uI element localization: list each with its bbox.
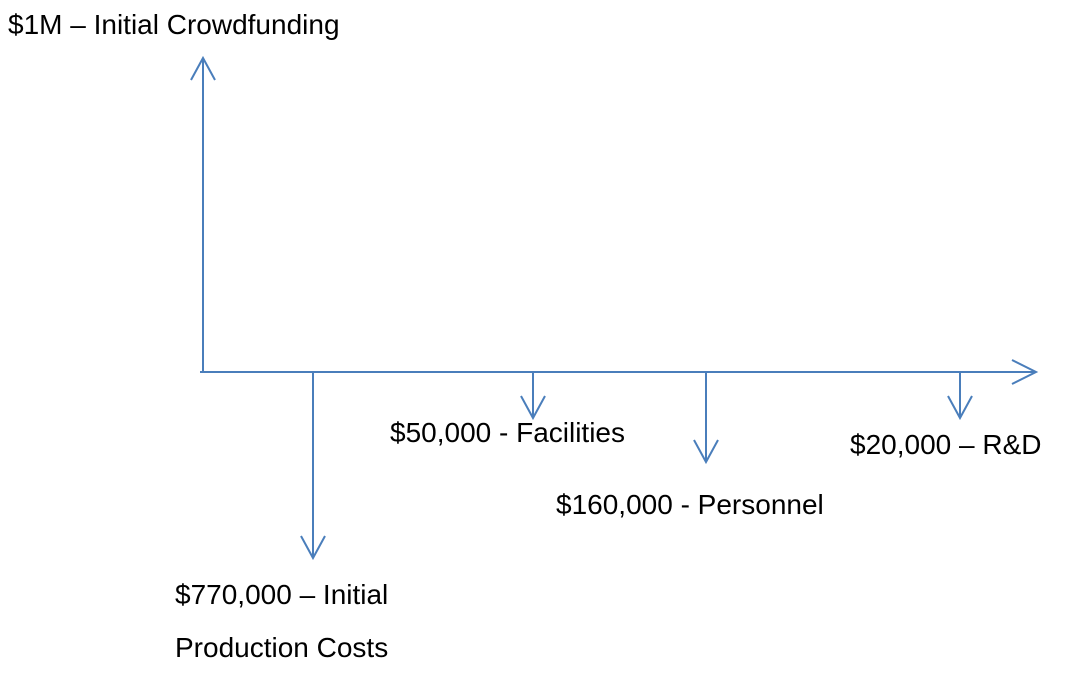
outflow-arrowhead (947, 395, 973, 421)
outflow-arrowhead (520, 395, 546, 421)
outflow-arrowhead (300, 535, 326, 561)
outflow-label: $160,000 - Personnel (556, 489, 824, 520)
outflow-arrowhead (693, 439, 719, 465)
axis-arrowhead (1011, 359, 1039, 385)
outflow-label: $770,000 – Initial Production Costs (175, 579, 389, 663)
inflow-label: $1M – Initial Crowdfunding (8, 9, 340, 40)
outflow-label: $50,000 - Facilities (390, 417, 626, 448)
inflow-arrowhead (190, 55, 216, 81)
outflow-label: $20,000 – R&D (850, 429, 1042, 460)
